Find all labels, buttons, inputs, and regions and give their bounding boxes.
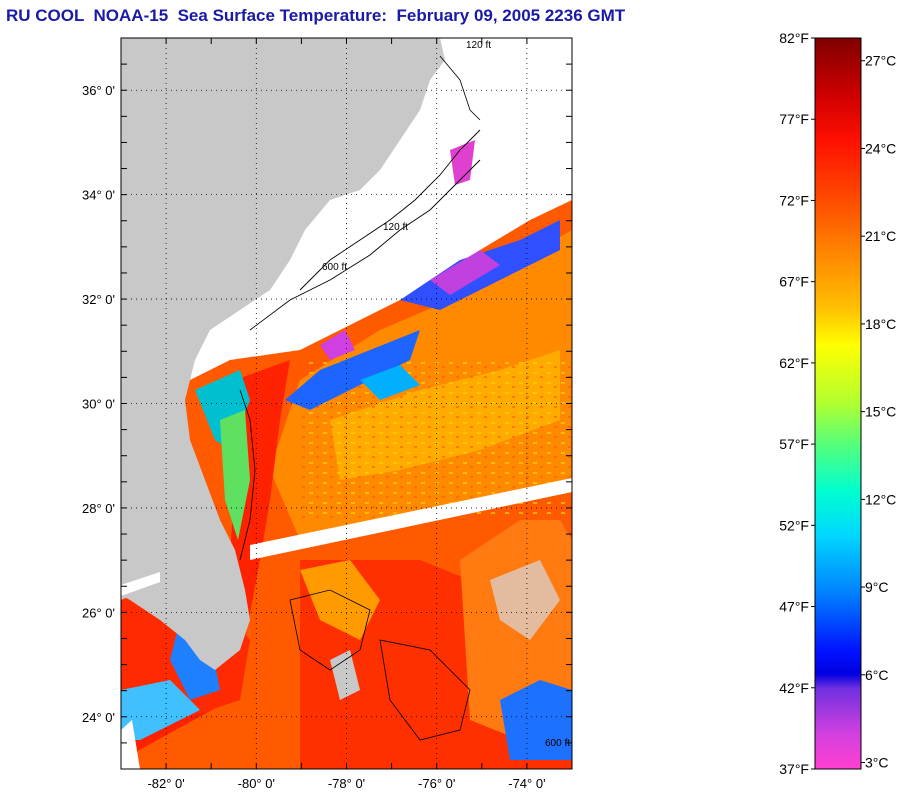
colorbar-c-label: 12°C <box>865 491 896 507</box>
colorbar-f-label: 72°F <box>779 192 809 208</box>
lat-tick-label: 30° 0' <box>82 397 115 412</box>
colorbar-f-label: 52°F <box>779 517 809 533</box>
graticule <box>121 38 572 769</box>
colorbar-c-label: 3°C <box>865 755 889 771</box>
lat-tick-label: 34° 0' <box>82 188 115 203</box>
colorbar-f-label: 82°F <box>779 30 809 46</box>
colorbar-celsius-labels: 27°C 24°C 21°C 18°C 15°C 12°C 9°C 6°C 3°C <box>861 53 896 771</box>
colorbar-fahrenheit-labels: 82°F 77°F 72°F 67°F 62°F 57°F 52°F 47°F 42°F 37°F <box>779 30 815 777</box>
longitude-axis: -82° 0' -80° 0' -78° 0' -76° 0' -74° 0' <box>120 38 573 791</box>
lon-tick-label: -78° 0' <box>328 776 365 791</box>
land-mass <box>121 38 445 670</box>
colorbar-c-label: 24°C <box>865 140 896 156</box>
swath-gap <box>250 478 572 560</box>
lon-tick-label: -80° 0' <box>238 776 275 791</box>
colorbar-f-label: 47°F <box>779 599 809 615</box>
colorbar-f-label: 42°F <box>779 680 809 696</box>
colorbar-c-label: 9°C <box>865 579 889 595</box>
contour-label-bottom: 600 ft <box>545 738 570 749</box>
colorbar-c-label: 21°C <box>865 228 896 244</box>
map-area: 120 ft 120 ft 600 ft 600 ft <box>121 38 572 769</box>
map-title: RU COOL NOAA-15 Sea Surface Temperature:… <box>6 6 626 25</box>
contour-600ft <box>249 159 481 331</box>
colorbar-f-label: 57°F <box>779 436 809 452</box>
colorbar-c-label: 6°C <box>865 667 889 683</box>
lon-tick-label: -76° 0' <box>418 776 455 791</box>
contour-label-mid: 120 ft <box>383 222 408 233</box>
colorbar-f-label: 77°F <box>779 111 809 127</box>
colorbar-f-label: 67°F <box>779 274 809 290</box>
contour-label-top: 120 ft <box>466 40 491 51</box>
colorbar-f-label: 37°F <box>779 761 809 777</box>
latitude-axis: 36° 0' 34° 0' 32° 0' 30° 0' 28° 0' 26° 0' 24° … <box>82 37 572 770</box>
colorbar-f-label: 62°F <box>779 355 809 371</box>
contour-120ft <box>299 129 481 291</box>
colorbar-c-label: 27°C <box>865 53 896 69</box>
colorbar <box>814 37 862 770</box>
lat-tick-label: 36° 0' <box>82 83 115 98</box>
colorbar-c-label: 18°C <box>865 316 896 332</box>
lat-tick-label: 28° 0' <box>82 501 115 516</box>
lon-tick-label: -82° 0' <box>147 776 184 791</box>
lat-tick-label: 32° 0' <box>82 292 115 307</box>
lon-tick-label: -74° 0' <box>508 776 545 791</box>
contour-label-600: 600 ft <box>322 262 347 273</box>
cold-filament <box>285 330 420 410</box>
colorbar-c-label: 15°C <box>865 404 896 420</box>
lat-tick-label: 24° 0' <box>82 710 115 725</box>
lat-tick-label: 26° 0' <box>82 605 115 620</box>
